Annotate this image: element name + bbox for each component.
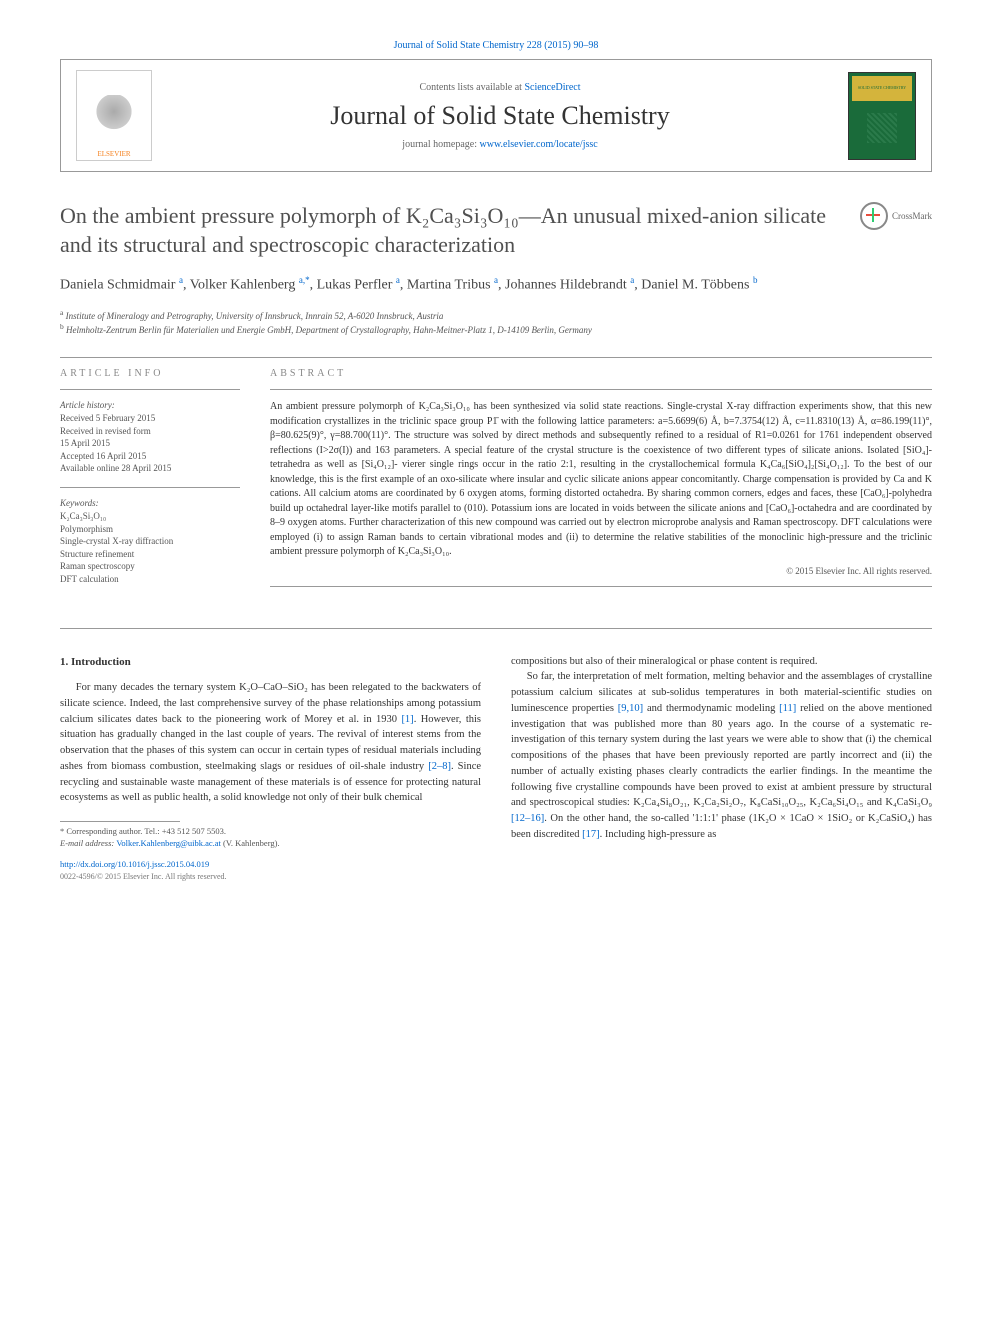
elsevier-tree-icon	[94, 95, 134, 150]
email-link[interactable]: Volker.Kahlenberg@uibk.ac.at	[116, 838, 221, 848]
article-info-heading: ARTICLE INFO	[60, 368, 240, 379]
keywords-label: Keywords:	[60, 498, 240, 508]
cover-pattern-icon	[867, 113, 897, 143]
journal-cover-thumbnail: SOLID STATE CHEMISTRY	[848, 72, 916, 160]
history-line: Available online 28 April 2015	[60, 462, 240, 475]
ref-link[interactable]: [1]	[401, 714, 413, 725]
divider	[60, 628, 932, 629]
citation-link[interactable]: Journal of Solid State Chemistry 228 (20…	[394, 40, 599, 51]
header-citation: Journal of Solid State Chemistry 228 (20…	[60, 40, 932, 51]
journal-header-box: ELSEVIER Contents lists available at Sci…	[60, 59, 932, 172]
corresponding-author: * Corresponding author. Tel.: +43 512 50…	[60, 826, 481, 838]
affiliations: a Institute of Mineralogy and Petrograph…	[60, 308, 932, 337]
ref-link[interactable]: [11]	[779, 703, 796, 714]
body-column-left: 1. Introduction For many decades the ter…	[60, 654, 481, 883]
contents-line: Contents lists available at ScienceDirec…	[152, 82, 848, 93]
ref-link[interactable]: [2–8]	[428, 761, 451, 772]
keyword-line: K₂Ca₃Si₃O₁₀	[60, 510, 240, 523]
history-line: Accepted 16 April 2015	[60, 450, 240, 463]
doi-link[interactable]: http://dx.doi.org/10.1016/j.jssc.2015.04…	[60, 859, 209, 869]
ref-link[interactable]: [9,10]	[618, 703, 643, 714]
footnotes: * Corresponding author. Tel.: +43 512 50…	[60, 826, 481, 850]
homepage-line: journal homepage: www.elsevier.com/locat…	[152, 139, 848, 150]
body-column-right: compositions but also of their mineralog…	[511, 654, 932, 883]
ref-link[interactable]: [17]	[582, 829, 600, 840]
homepage-link[interactable]: www.elsevier.com/locate/jssc	[480, 139, 598, 150]
keyword-line: Single-crystal X-ray diffraction	[60, 535, 240, 548]
article-title: On the ambient pressure polymorph of K₂C…	[60, 202, 840, 259]
abstract-heading: ABSTRACT	[270, 368, 932, 379]
sciencedirect-link[interactable]: ScienceDirect	[524, 82, 580, 93]
cover-title: SOLID STATE CHEMISTRY	[852, 76, 912, 101]
elsevier-logo: ELSEVIER	[76, 70, 152, 161]
keyword-line: Structure refinement	[60, 548, 240, 561]
footnote-separator	[60, 821, 180, 822]
abstract-panel: ABSTRACT An ambient pressure polymorph o…	[270, 368, 932, 598]
intro-heading: 1. Introduction	[60, 654, 481, 671]
divider	[60, 357, 932, 358]
abstract-text: An ambient pressure polymorph of K₂Ca₃Si…	[270, 400, 932, 560]
issn-copyright: 0022-4596/© 2015 Elsevier Inc. All right…	[60, 871, 481, 883]
keyword-line: Polymorphism	[60, 523, 240, 536]
history-line: Received in revised form	[60, 425, 240, 438]
crossmark-label: CrossMark	[892, 211, 932, 221]
history-line: 15 April 2015	[60, 437, 240, 450]
keyword-line: Raman spectroscopy	[60, 560, 240, 573]
article-info-panel: ARTICLE INFO Article history: Received 5…	[60, 368, 240, 598]
history-label: Article history:	[60, 400, 240, 410]
abstract-copyright: © 2015 Elsevier Inc. All rights reserved…	[270, 566, 932, 576]
crossmark-badge[interactable]: CrossMark	[860, 202, 932, 230]
keyword-line: DFT calculation	[60, 573, 240, 586]
authors-list: Daniela Schmidmair a, Volker Kahlenberg …	[60, 274, 932, 296]
ref-link[interactable]: [12–16]	[511, 813, 544, 824]
history-line: Received 5 February 2015	[60, 412, 240, 425]
crossmark-icon	[860, 202, 888, 230]
journal-name: Journal of Solid State Chemistry	[152, 101, 848, 131]
